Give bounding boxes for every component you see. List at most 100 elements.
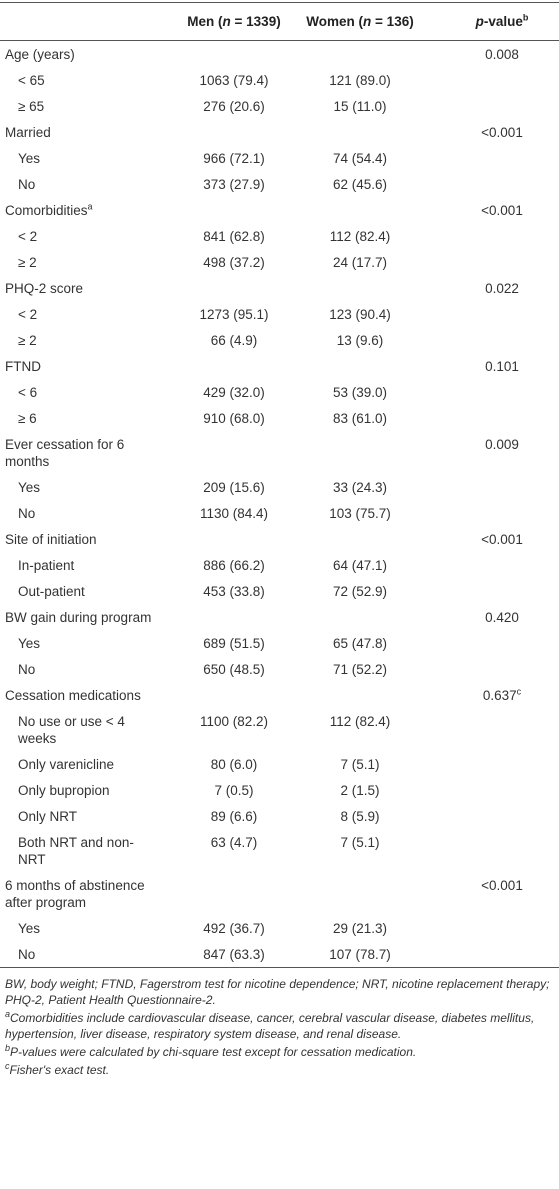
women-value: 65 (47.8) — [332, 635, 388, 651]
row-label-cell: No — [0, 656, 163, 682]
row-label: Both NRT and non-NRT — [18, 834, 134, 867]
men-cell — [163, 526, 305, 552]
footnotes: BW, body weight; FTND, Fagerstrom test f… — [0, 968, 559, 1078]
women-cell — [305, 682, 415, 708]
men-cell: 689 (51.5) — [163, 630, 305, 656]
women-cell: 112 (82.4) — [305, 223, 415, 249]
table-row: No 847 (63.3) 107 (78.7) — [0, 941, 559, 968]
women-cell — [305, 41, 415, 68]
table-row: BW gain during program 0.420 — [0, 604, 559, 630]
footnote-text: P-values were calculated by chi-square t… — [10, 1045, 417, 1059]
women-value: 53 (39.0) — [332, 384, 388, 400]
women-value: 72 (52.9) — [332, 583, 388, 599]
men-cell: 80 (6.0) — [163, 751, 305, 777]
women-cell: 8 (5.9) — [305, 803, 415, 829]
row-label-cell: < 2 — [0, 223, 163, 249]
p-cell — [415, 145, 559, 171]
men-value: 910 (68.0) — [203, 410, 265, 426]
women-value: 107 (78.7) — [329, 946, 391, 962]
row-label: 6 months of abstinence after program — [5, 877, 145, 910]
women-cell: 13 (9.6) — [305, 327, 415, 353]
women-value: 112 (82.4) — [329, 713, 391, 729]
row-label-cell: Yes — [0, 915, 163, 941]
women-cell: 2 (1.5) — [305, 777, 415, 803]
header-cell: Men (n = 1339) — [163, 3, 305, 41]
header-text: = 1339) — [230, 14, 281, 29]
p-value: <0.001 — [481, 531, 523, 547]
p-cell — [415, 751, 559, 777]
table-row: Age (years) 0.008 — [0, 41, 559, 68]
p-cell: 0.009 — [415, 431, 559, 474]
men-cell: 650 (48.5) — [163, 656, 305, 682]
row-label-cell: ≥ 2 — [0, 327, 163, 353]
women-cell: 74 (54.4) — [305, 145, 415, 171]
row-label: Only varenicline — [18, 756, 115, 772]
women-value: 64 (47.1) — [332, 557, 388, 573]
women-cell — [305, 119, 415, 145]
p-cell: 0.008 — [415, 41, 559, 68]
women-cell — [305, 431, 415, 474]
row-label: Yes — [18, 479, 41, 495]
women-cell: 107 (78.7) — [305, 941, 415, 968]
header-row: Men (n = 1339) Women (n = 136) p-valueb — [0, 2, 559, 41]
p-cell: 0.420 — [415, 604, 559, 630]
men-cell: 89 (6.6) — [163, 803, 305, 829]
table-row: ≥ 2 66 (4.9) 13 (9.6) — [0, 327, 559, 353]
men-cell: 63 (4.7) — [163, 829, 305, 872]
men-value: 1130 (84.4) — [199, 505, 269, 521]
footnote-mark: a — [5, 1009, 11, 1019]
table-row: PHQ-2 score 0.022 — [0, 275, 559, 301]
women-value: 71 (52.2) — [332, 661, 388, 677]
footnote-text: Fisher's exact test. — [9, 1063, 110, 1077]
women-value: 15 (11.0) — [333, 98, 387, 114]
p-cell — [415, 301, 559, 327]
women-cell: 24 (17.7) — [305, 249, 415, 275]
men-value: 429 (32.0) — [203, 384, 265, 400]
row-label: No — [18, 505, 36, 521]
row-label-cell: Married — [0, 119, 163, 145]
row-label: < 65 — [18, 72, 45, 88]
p-cell: 0.022 — [415, 275, 559, 301]
men-cell: 7 (0.5) — [163, 777, 305, 803]
men-cell: 910 (68.0) — [163, 405, 305, 431]
women-cell — [305, 275, 415, 301]
men-cell — [163, 41, 305, 68]
row-label-cell: ≥ 65 — [0, 93, 163, 119]
row-label: No — [18, 661, 36, 677]
men-cell: 1273 (95.1) — [163, 301, 305, 327]
row-label-cell: < 6 — [0, 379, 163, 405]
header-text: p — [475, 14, 484, 29]
men-cell: 453 (33.8) — [163, 578, 305, 604]
p-cell — [415, 500, 559, 526]
men-cell — [163, 604, 305, 630]
row-label-cell: Both NRT and non-NRT — [0, 829, 163, 872]
p-cell — [415, 829, 559, 872]
women-cell: 7 (5.1) — [305, 829, 415, 872]
women-value: 112 (82.4) — [329, 228, 391, 244]
row-label-cell: ≥ 6 — [0, 405, 163, 431]
women-cell: 103 (75.7) — [305, 500, 415, 526]
women-cell — [305, 872, 415, 915]
footnote: BW, body weight; FTND, Fagerstrom test f… — [5, 976, 554, 1008]
women-value: 62 (45.6) — [332, 176, 388, 192]
men-cell — [163, 431, 305, 474]
p-value: <0.001 — [481, 124, 523, 140]
row-label: Cessation medications — [5, 687, 141, 703]
p-cell — [415, 708, 559, 751]
row-label: ≥ 6 — [18, 410, 37, 426]
row-label: Comorbidities — [5, 202, 88, 218]
table-row: FTND 0.101 — [0, 353, 559, 379]
row-label-cell: Comorbiditiesa — [0, 197, 163, 223]
table-row: Yes 966 (72.1) 74 (54.4) — [0, 145, 559, 171]
header-text: Men ( — [187, 14, 223, 29]
women-cell — [305, 604, 415, 630]
women-value: 29 (21.3) — [332, 920, 388, 936]
men-cell: 1100 (82.2) — [163, 708, 305, 751]
women-cell: 123 (90.4) — [305, 301, 415, 327]
table-row: ≥ 2 498 (37.2) 24 (17.7) — [0, 249, 559, 275]
men-cell: 498 (37.2) — [163, 249, 305, 275]
p-cell — [415, 656, 559, 682]
p-value: <0.001 — [481, 202, 523, 218]
women-value: 7 (5.1) — [340, 756, 380, 772]
footnote-mark: c — [5, 1061, 10, 1071]
